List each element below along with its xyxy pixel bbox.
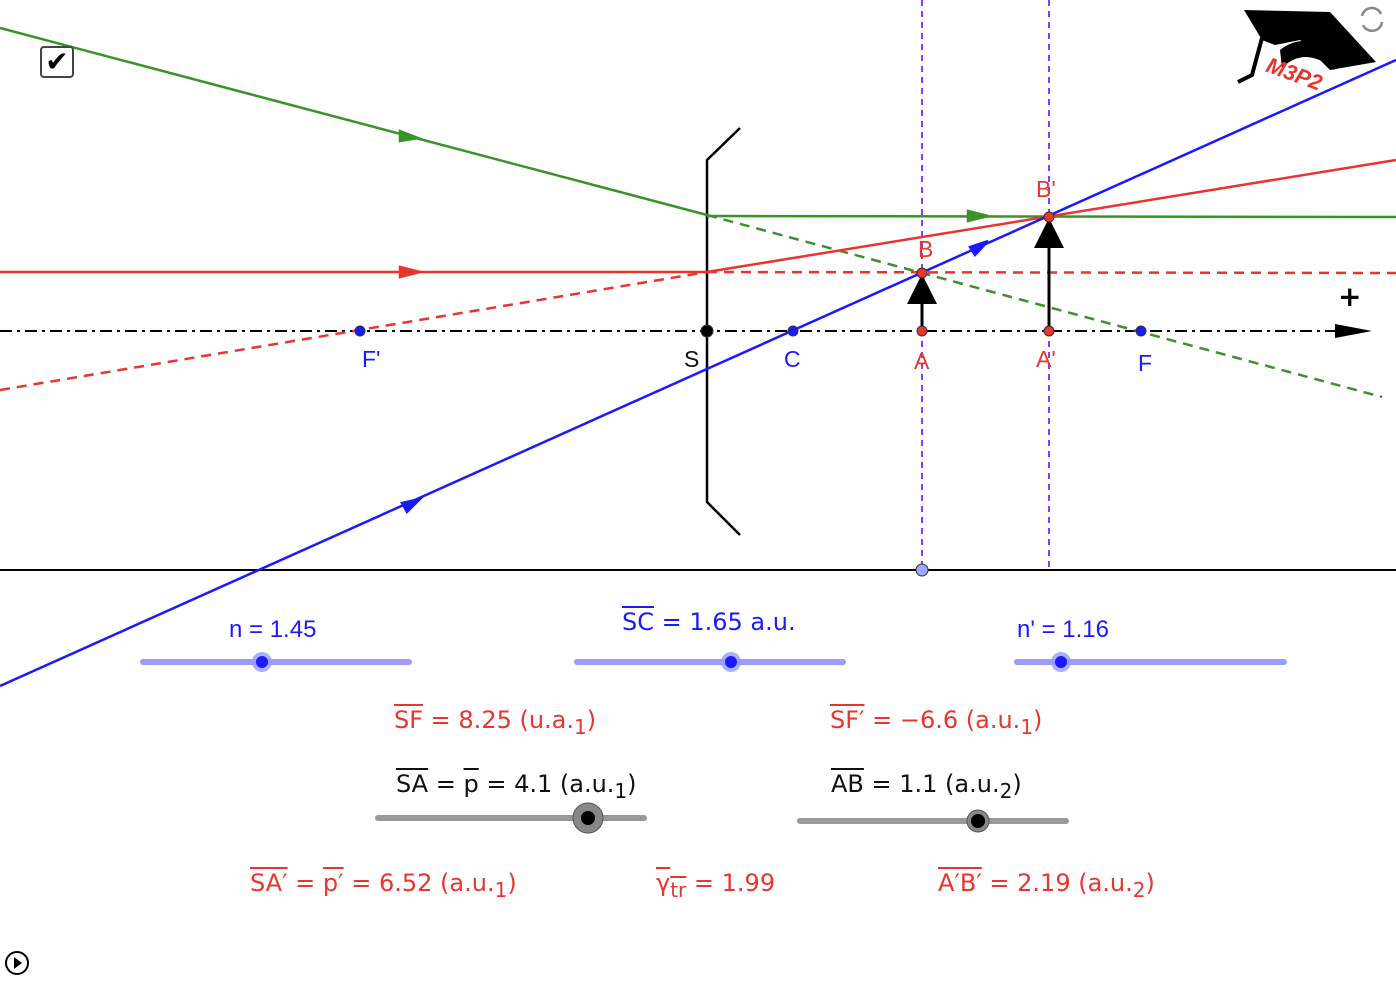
point-base[interactable]	[915, 563, 929, 577]
purple-guides	[921, 0, 1050, 570]
label-S: S	[684, 346, 700, 372]
point-B[interactable]	[916, 267, 928, 279]
axis-plus-sign: +	[1338, 280, 1361, 313]
axis-arrow-icon	[1335, 324, 1372, 338]
label-A: A	[914, 348, 930, 374]
slider-ab[interactable]	[797, 809, 1069, 833]
slider-np[interactable]	[1014, 652, 1287, 672]
label-C: C	[784, 346, 801, 372]
point-Ap[interactable]	[1043, 325, 1055, 337]
slider-sc-label: SC = 1.65 a.u.	[622, 608, 796, 636]
point-Fp[interactable]	[354, 325, 366, 337]
point-C[interactable]	[787, 325, 799, 337]
label-B: B	[918, 236, 934, 262]
slider-sa-label: SA = p = 4.1 (a.u.1)	[396, 770, 637, 803]
green-ray	[0, 26, 1396, 399]
label-Bp: B'	[1036, 176, 1056, 202]
label-Fp: F'	[362, 346, 381, 372]
play-icon[interactable]	[5, 951, 29, 975]
slider-ab-label: AB = 1.1 (a.u.2)	[831, 770, 1022, 803]
point-Bp[interactable]	[1043, 211, 1055, 223]
slider-sa[interactable]	[375, 802, 647, 834]
slider-n-label: n = 1.45	[229, 616, 317, 643]
logo-graduation-cap	[1237, 10, 1376, 84]
checkbox-checked[interactable]: ✔	[40, 46, 74, 78]
sf-result: SF = 8.25 (u.a.1)	[394, 706, 597, 739]
gamma-result: γtr = 1.99	[656, 869, 776, 902]
point-S[interactable]	[700, 324, 714, 338]
point-A[interactable]	[916, 325, 928, 337]
sfp-result: SF′ = −6.6 (a.u.1)	[830, 706, 1043, 739]
slider-np-label: n' = 1.16	[1017, 616, 1109, 643]
label-F: F	[1138, 350, 1153, 376]
slider-sc[interactable]	[574, 652, 846, 672]
blue-ray	[0, 58, 1396, 688]
apbp-result: A′B′ = 2.19 (a.u.2)	[938, 869, 1155, 902]
label-Ap: A'	[1036, 346, 1056, 372]
refresh-icon[interactable]	[1360, 6, 1384, 32]
point-F[interactable]	[1135, 325, 1147, 337]
sap-result: SA′ = p′ = 6.52 (a.u.1)	[250, 869, 517, 902]
slider-n[interactable]	[140, 652, 412, 672]
